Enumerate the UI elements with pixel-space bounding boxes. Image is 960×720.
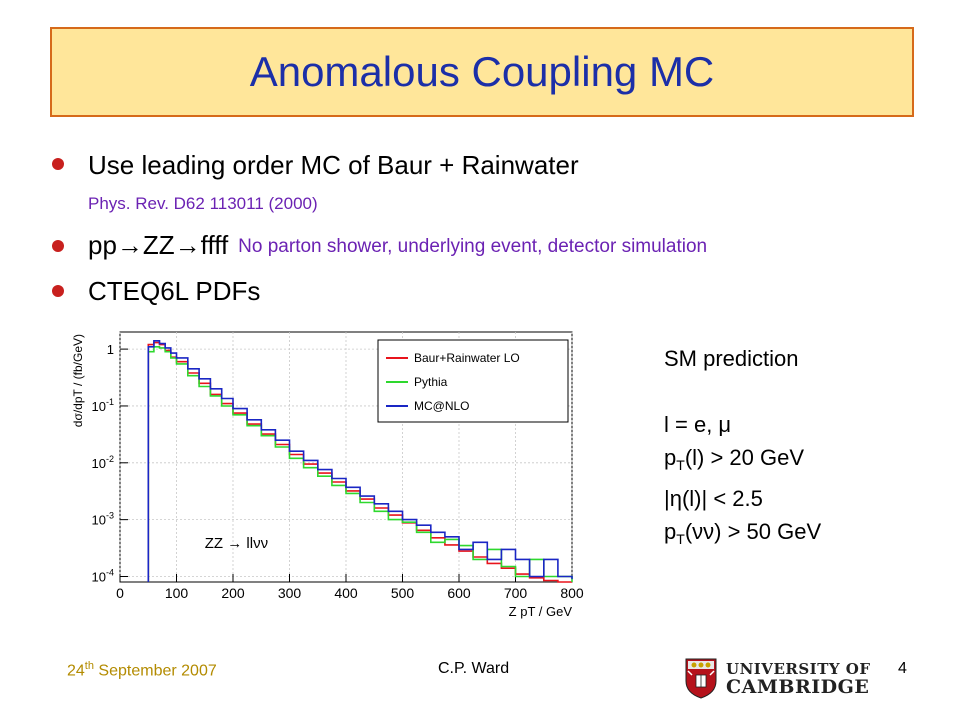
logo-text: UNIVERSITY OF CAMBRIDGE: [726, 660, 871, 698]
cut3-p: p: [664, 519, 677, 544]
series-line-mc-nlo: [147, 340, 573, 582]
y-tick-label: 10-4: [92, 567, 114, 584]
x-tick-label: 700: [504, 585, 528, 601]
slide-title: Anomalous Coupling MC: [249, 48, 715, 95]
x-tick-label: 200: [221, 585, 245, 601]
chart-svg: 0 100 200 300 400 500 600 700 800 1 10-1 10-2 10-3 10…: [71, 331, 584, 619]
university-logo: UNIVERSITY OF CAMBRIDGE: [684, 656, 874, 700]
x-tick-label: 500: [391, 585, 415, 601]
sm-prediction-panel: SM prediction l = e, μ pT(l) > 20 GeV |η…: [664, 342, 821, 556]
sm-heading: SM prediction: [664, 346, 799, 371]
date-day: 24: [67, 662, 85, 680]
bullet-1-reference: Phys. Rev. D62 113011 (2000): [88, 194, 318, 213]
y-tick-label: 10-3: [92, 511, 114, 528]
legend-label: Pythia: [414, 375, 448, 389]
x-tick-label: 600: [447, 585, 471, 601]
logo-line-2: CAMBRIDGE: [726, 676, 870, 698]
cut3-rest: (νν) > 50 GeV: [684, 519, 822, 544]
y-tick-label: 1: [107, 342, 114, 357]
x-tick-label: 100: [165, 585, 189, 601]
legend-label: MC@NLO: [414, 399, 470, 413]
bullet-3: CTEQ6L PDFs: [88, 276, 260, 307]
spacer: [664, 375, 821, 408]
cut1-p: p: [664, 445, 677, 470]
x-tick-label: 0: [116, 585, 124, 601]
bullet-2-note: No parton shower, underlying event, dete…: [238, 236, 708, 257]
x-axis-label: Z pT / GeV: [509, 604, 573, 619]
title-box: Anomalous Coupling MC: [50, 27, 914, 117]
cut1-rest: (l) > 20 GeV: [684, 445, 805, 470]
sm-cut-pt-lepton: pT(l) > 20 GeV: [664, 441, 821, 482]
y-axis-label: dσ/dpT / (fb/GeV): [71, 334, 85, 427]
plot: 0 100 200 300 400 500 600 700 800 1 10-1 10-2 10-3 10…: [60, 318, 590, 628]
cut3-sub: T: [676, 531, 685, 547]
bullet-dot-2: [52, 240, 64, 252]
bullet-1-text: Use leading order MC of Baur + Rainwater: [88, 150, 579, 180]
x-tick-label: 300: [278, 585, 302, 601]
sm-lepton-line: l = e, μ: [664, 412, 732, 437]
legend-box: [377, 339, 569, 423]
x-tick-label: 400: [334, 585, 358, 601]
legend-label: Baur+Rainwater LO: [414, 351, 520, 365]
y-tick-label: 10-1: [92, 397, 114, 414]
bullet-1: Use leading order MC of Baur + Rainwater: [88, 150, 579, 181]
y-tick-label: 10-2: [92, 454, 114, 471]
date-rest: September 2007: [93, 662, 217, 680]
chart-annotation: ZZ → llνν: [205, 535, 268, 552]
bullet-dot-1: [52, 158, 64, 170]
date-suffix: th: [84, 660, 94, 672]
sm-cut-pt-nunu: pT(νν) > 50 GeV: [664, 515, 821, 556]
footer-date: 24th September 2007: [67, 660, 217, 680]
bullet-3-text: CTEQ6L PDFs: [88, 276, 261, 306]
x-tick-label: 800: [560, 585, 584, 601]
sm-cut-eta: |η(l)| < 2.5: [664, 486, 763, 511]
crest-icon: [685, 658, 717, 699]
cut1-sub: T: [676, 457, 685, 473]
bullet-2-text: pp→ZZ→ffff: [88, 230, 229, 260]
footer-author: C.P. Ward: [438, 660, 510, 677]
bullet-dot-3: [52, 285, 64, 297]
bullet-2: pp→ZZ→ffff No parton shower, underlying e…: [88, 230, 707, 261]
logo-line-1: UNIVERSITY OF: [726, 660, 871, 678]
page-number: 4: [898, 660, 907, 677]
